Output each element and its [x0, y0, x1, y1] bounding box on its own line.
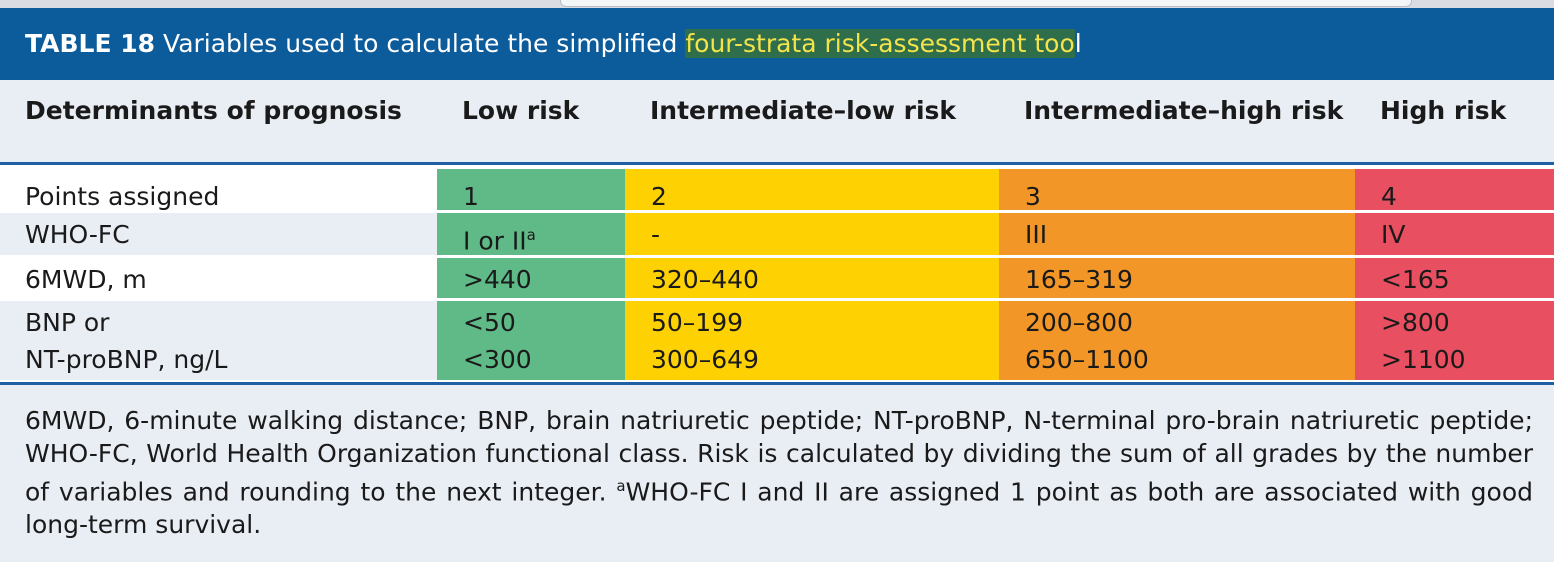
- cell: 165–319: [999, 258, 1355, 298]
- rule: [0, 382, 1554, 385]
- row-label: 6MWD, m: [0, 258, 437, 298]
- cell: <300: [437, 341, 625, 380]
- column-header: Determinants of prognosis: [25, 96, 402, 125]
- row-label: BNP or: [0, 301, 437, 343]
- rule: [0, 162, 1554, 165]
- cell-sup: a: [526, 226, 536, 244]
- row-label: Points assigned: [0, 169, 437, 211]
- cell-text: I or II: [463, 226, 527, 256]
- column-header: High risk: [1380, 96, 1507, 125]
- cell: 300–649: [625, 341, 999, 380]
- table-label: TABLE 18: [25, 29, 156, 58]
- column-header: Low risk: [462, 96, 580, 125]
- cell: 50–199: [625, 301, 999, 343]
- cell: 4: [1355, 169, 1554, 211]
- cell: 200–800: [999, 301, 1355, 343]
- cell: I or IIa: [437, 213, 625, 255]
- cell: 1: [437, 169, 625, 211]
- cell: >440: [437, 258, 625, 298]
- cell: 2: [625, 169, 999, 211]
- footnote: 6MWD, 6-minute walking distance; BNP, br…: [25, 404, 1533, 541]
- footnote-text: WHO-FC I and II are assigned 1 point as …: [25, 477, 1533, 540]
- title-highlight: four-strata risk-assessment too: [685, 29, 1075, 58]
- row-label: WHO-FC: [0, 213, 437, 255]
- title: Variables used to calculate the simplifi…: [163, 29, 686, 58]
- column-header: Intermediate–high risk: [1024, 96, 1344, 125]
- tab: [560, 0, 1412, 7]
- cell: -: [625, 213, 999, 255]
- cell: III: [999, 213, 1355, 255]
- cell: >800: [1355, 301, 1554, 343]
- row-label: NT-proBNP, ng/L: [0, 341, 437, 380]
- cell: 3: [999, 169, 1355, 211]
- cell: <50: [437, 301, 625, 343]
- cell: 320–440: [625, 258, 999, 298]
- cell: >1100: [1355, 341, 1554, 380]
- header-row: [0, 80, 1554, 162]
- cell: 650–1100: [999, 341, 1355, 380]
- column-header: Intermediate–low risk: [650, 96, 957, 125]
- cell: IV: [1355, 213, 1554, 255]
- cell: <165: [1355, 258, 1554, 298]
- footnote-sup: a: [616, 477, 626, 495]
- footnote-text: 6MWD, 6-minute walking distance; BNP, br…: [25, 406, 1533, 507]
- title-bar: TABLE 18 Variables used to calculate the …: [0, 8, 1554, 80]
- title-end: l: [1074, 29, 1082, 58]
